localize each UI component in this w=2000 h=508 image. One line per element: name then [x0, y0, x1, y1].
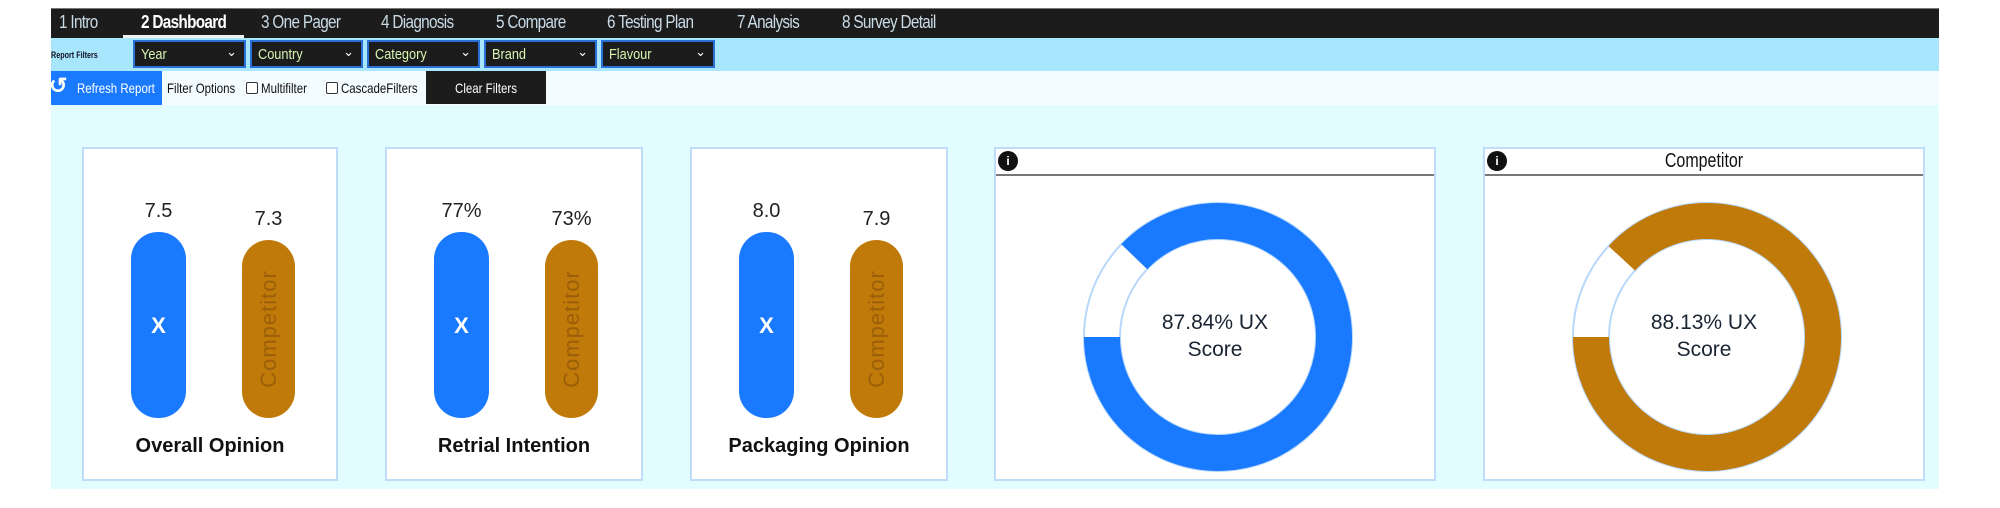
card-header: i [996, 149, 1434, 176]
competitor-bar-label: Competitor [558, 270, 584, 388]
cascade-filters-checkbox[interactable] [326, 82, 338, 94]
chevron-down-icon: ⌄ [460, 44, 471, 59]
competitor-bar: Competitor [850, 239, 903, 418]
ux-score-text: 88.13% UX Score [1485, 309, 1923, 363]
ux-score-value: 88.13% UX [1650, 311, 1758, 334]
ux-score-text: 87.84% UX Score [996, 309, 1434, 363]
multifilter-checkbox[interactable] [246, 82, 258, 94]
brand-ux-score-card: i 87.84% UX Score [994, 147, 1436, 481]
brand-bar: X [739, 232, 794, 418]
refresh-report-button[interactable]: ↺ Refresh Report [49, 71, 162, 105]
report-filters-label: Report Filters [51, 50, 98, 60]
chevron-down-icon: ⌄ [343, 44, 354, 59]
brand-dropdown[interactable]: Brand ⌄ [484, 40, 597, 68]
brand-bar: X [434, 232, 489, 418]
brand-value-label: 77% [441, 200, 482, 222]
chevron-down-icon: ⌄ [695, 44, 706, 59]
retrial-intention-card: 77% 73% X Competitor Retrial Intention [385, 147, 643, 481]
refresh-icon: ↺ [49, 73, 68, 98]
country-dropdown[interactable]: Country ⌄ [250, 40, 363, 68]
brand-value-label: 7.5 [144, 200, 173, 222]
competitor-bar: Competitor [545, 240, 598, 418]
brand-bar-label: X [151, 313, 166, 338]
competitor-value-label: 73% [551, 208, 592, 231]
card-title: Retrial Intention [437, 435, 591, 457]
filter-options-label: Filter Options [167, 80, 236, 96]
brand-bar-label: X [759, 313, 774, 338]
competitor-ux-score-card: i Competitor 88.13% UX Score [1483, 147, 1925, 481]
ux-score-caption: Score [1676, 338, 1732, 361]
report-filters-bar: Report Filters Year ⌄ Country ⌄ Category ⌄ … [51, 38, 1939, 72]
packaging-opinion-card: 8.0 7.9 X Competitor Packaging Opinion [690, 147, 948, 481]
year-dropdown[interactable]: Year ⌄ [133, 40, 246, 68]
overall-opinion-card: 7.5 7.3 X Competitor Overall Opinion [82, 147, 338, 481]
tab-intro[interactable]: 1 Intro [59, 12, 98, 32]
tab-dashboard[interactable]: 2 Dashboard [141, 12, 227, 32]
clear-filters-button[interactable]: Clear Filters [426, 71, 546, 104]
top-navigation: 1 Intro 2 Dashboard 3 One Pager 4 Diagno… [51, 8, 1939, 39]
ux-score-donut [1083, 202, 1353, 472]
competitor-value-label: 7.9 [862, 207, 891, 230]
brand-value-label: 8.0 [752, 200, 781, 222]
country-dropdown-label: Country [258, 46, 303, 63]
tab-analysis[interactable]: 7 Analysis [737, 12, 800, 32]
competitor-value-label: 7.3 [254, 207, 283, 230]
brand-dropdown-label: Brand [492, 46, 527, 63]
card-title: Packaging Opinion [728, 435, 910, 457]
flavour-dropdown[interactable]: Flavour ⌄ [601, 40, 715, 68]
competitor-bar: Competitor [242, 239, 295, 418]
category-dropdown[interactable]: Category ⌄ [367, 40, 480, 68]
refresh-report-label: Refresh Report [77, 80, 155, 96]
card-title: Overall Opinion [135, 435, 285, 457]
card-header: i Competitor [1485, 149, 1923, 176]
multifilter-label: Multifilter [261, 80, 307, 96]
cascade-filters-label: CascadeFilters [341, 80, 418, 96]
competitor-bar-label: Competitor [863, 270, 889, 388]
ux-score-donut [1572, 202, 1842, 472]
brand-bar-label: X [454, 313, 469, 338]
active-tab-underline [123, 35, 244, 38]
chevron-down-icon: ⌄ [226, 44, 237, 59]
clear-filters-label: Clear Filters [455, 80, 517, 96]
card-header-title: Competitor [1664, 150, 1744, 172]
filter-options-bar: ↺ Refresh Report Filter Options Multifil… [49, 71, 1939, 106]
competitor-bar-label: Competitor [255, 270, 281, 388]
info-icon[interactable]: i [998, 151, 1018, 171]
ux-score-caption: Score [1187, 338, 1243, 361]
tab-compare[interactable]: 5 Compare [496, 12, 566, 32]
tab-diagnosis[interactable]: 4 Diagnosis [381, 12, 454, 32]
flavour-dropdown-label: Flavour [609, 46, 652, 63]
year-dropdown-label: Year [141, 46, 167, 63]
tab-testing-plan[interactable]: 6 Testing Plan [607, 12, 694, 32]
donut-value-segment [1573, 203, 1841, 471]
brand-bar: X [131, 232, 186, 418]
chevron-down-icon: ⌄ [577, 44, 588, 59]
info-icon[interactable]: i [1487, 151, 1507, 171]
tab-survey-detail[interactable]: 8 Survey Detail [842, 12, 936, 32]
tab-one-pager[interactable]: 3 One Pager [261, 12, 341, 32]
category-dropdown-label: Category [375, 46, 427, 63]
ux-score-value: 87.84% UX [1161, 311, 1269, 334]
donut-value-segment [1084, 203, 1352, 471]
